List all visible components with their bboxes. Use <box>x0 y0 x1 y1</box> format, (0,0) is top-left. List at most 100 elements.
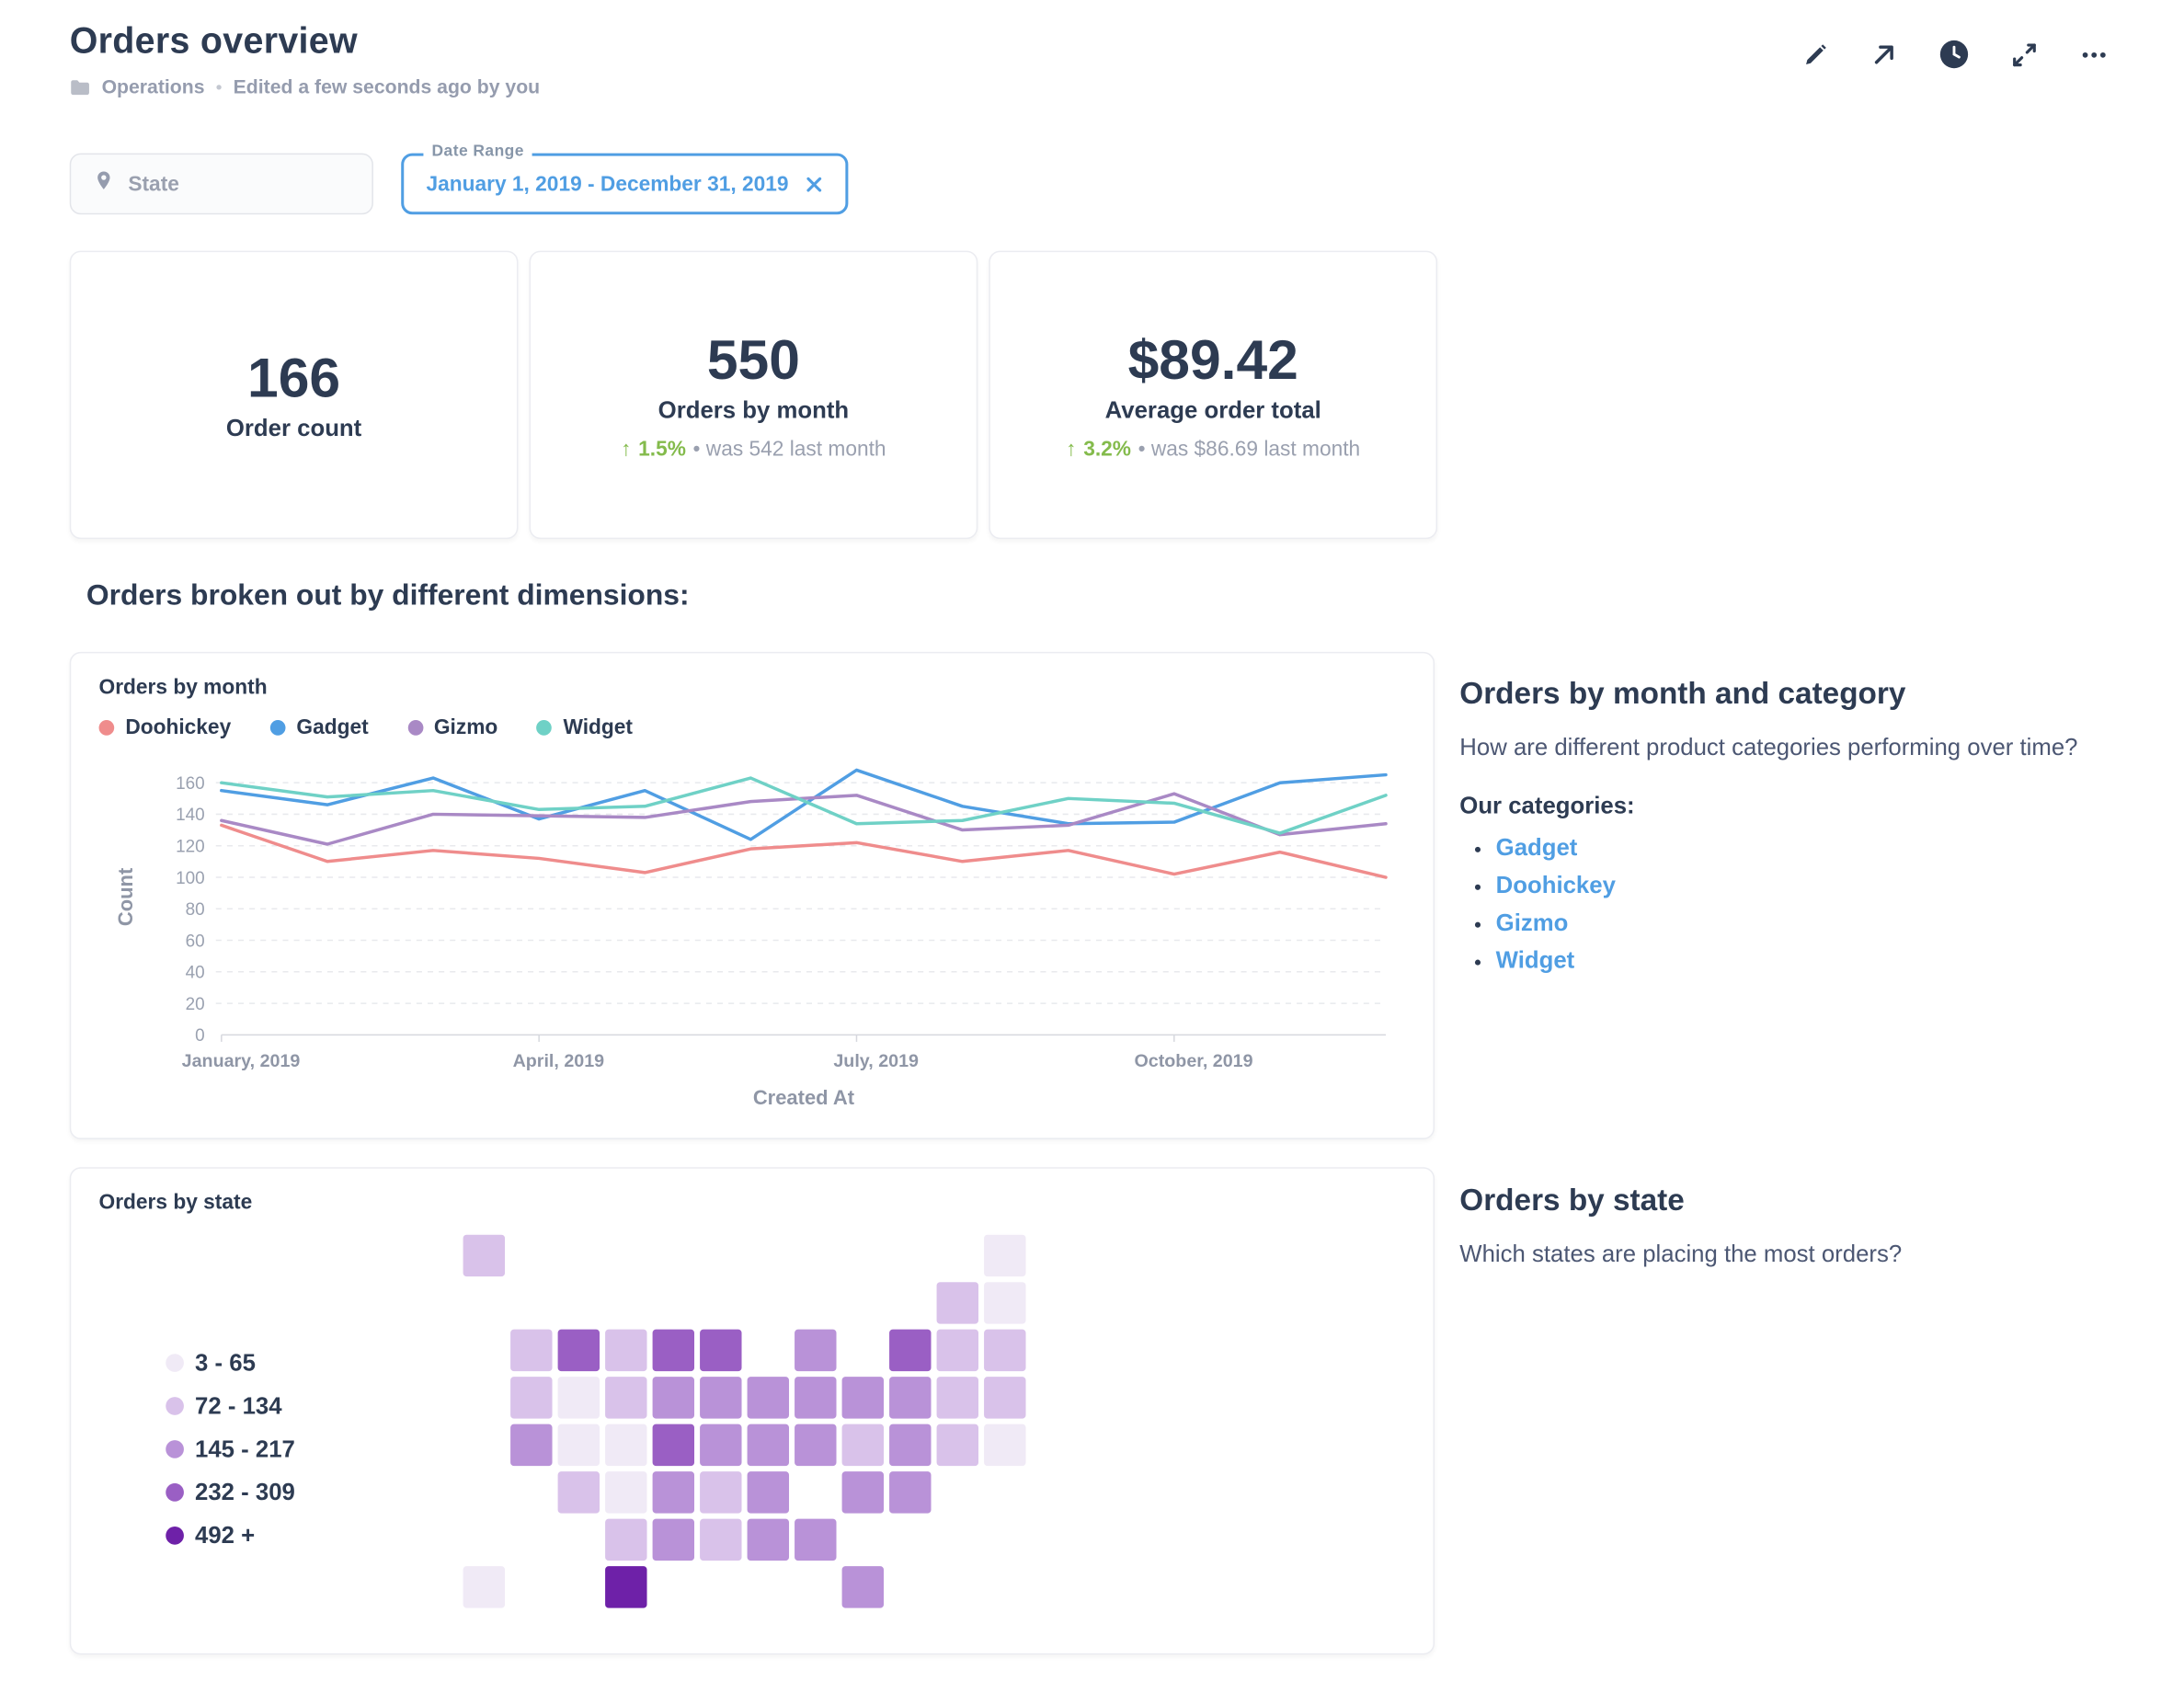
legend-dot <box>536 720 553 736</box>
text-card-orders-by-state: Orders by state Which states are placing… <box>1459 1181 2125 1271</box>
category-link-gadget[interactable]: Gadget <box>1495 834 1578 862</box>
state-NV[interactable] <box>555 1423 601 1468</box>
state-GA[interactable] <box>793 1517 838 1562</box>
collection-link[interactable]: Operations <box>101 74 205 98</box>
breadcrumb-separator: • <box>215 75 223 97</box>
state-AR[interactable] <box>698 1469 743 1515</box>
state-KY[interactable] <box>793 1423 838 1468</box>
state-NM[interactable] <box>603 1469 648 1515</box>
legend-item-widget[interactable]: Widget <box>536 715 634 740</box>
state-MN[interactable] <box>650 1328 696 1373</box>
state-TX[interactable] <box>603 1564 648 1610</box>
state-ND[interactable] <box>603 1328 648 1373</box>
state-OR[interactable] <box>509 1375 554 1421</box>
state-NC[interactable] <box>840 1469 886 1515</box>
state-NH[interactable] <box>982 1280 1027 1326</box>
kpi-change-percent: 3.2% <box>1083 436 1131 461</box>
state-UT[interactable] <box>603 1423 648 1468</box>
fullscreen-button[interactable] <box>2011 41 2038 68</box>
page-title: Orders overview <box>69 19 358 62</box>
state-NY[interactable] <box>887 1328 932 1373</box>
series-line-gadget[interactable] <box>220 768 1388 841</box>
breadcrumb: Operations • Edited a few seconds ago by… <box>70 75 540 97</box>
state-ME[interactable] <box>982 1233 1027 1278</box>
state-IN[interactable] <box>793 1375 838 1421</box>
kpi-value: 166 <box>247 347 341 409</box>
svg-text:20: 20 <box>186 995 205 1014</box>
legend-item-gizmo[interactable]: Gizmo <box>407 715 498 740</box>
legend-dot <box>166 1354 184 1372</box>
legend-label: Widget <box>563 715 634 740</box>
pencil-icon <box>1806 43 1826 64</box>
svg-text:January, 2019: January, 2019 <box>182 1051 301 1071</box>
note-body: Which states are placing the most orders… <box>1459 1240 1903 1267</box>
state-WY[interactable] <box>603 1375 648 1421</box>
category-link-doohickey[interactable]: Doohickey <box>1495 872 1616 898</box>
state-filter[interactable]: State <box>69 153 373 215</box>
state-WV[interactable] <box>840 1423 886 1468</box>
legend-item-doohickey[interactable]: Doohickey <box>98 716 231 739</box>
kpi-value: 550 <box>706 329 800 391</box>
date-range-filter[interactable]: Date Range January 1, 2019 - December 31… <box>401 143 849 215</box>
us-map-wrap <box>461 1233 1031 1620</box>
state-TN[interactable] <box>745 1469 791 1515</box>
state-MS[interactable] <box>698 1517 743 1562</box>
ellipsis-icon <box>2082 51 2106 57</box>
category-link-widget[interactable]: Widget <box>1495 946 1575 974</box>
state-IA[interactable] <box>698 1375 743 1421</box>
state-LA[interactable] <box>650 1517 696 1562</box>
state-SC[interactable] <box>887 1469 932 1515</box>
kpi-label: Orders by month <box>657 395 850 423</box>
state-DE[interactable] <box>982 1423 1027 1468</box>
legend-label: 145 - 217 <box>195 1435 295 1462</box>
state-MO[interactable] <box>745 1423 791 1468</box>
state-SD[interactable] <box>650 1375 696 1421</box>
kpi-card-average-order-total[interactable]: $89.42 Average order total ↑ 3.2% • was … <box>989 250 1438 540</box>
state-MI[interactable] <box>793 1328 838 1373</box>
series-line-doohickey[interactable] <box>220 823 1388 879</box>
state-CA[interactable] <box>509 1423 554 1468</box>
state-HI[interactable] <box>461 1564 507 1610</box>
state-KS[interactable] <box>650 1469 696 1515</box>
state-MD[interactable] <box>934 1423 980 1468</box>
kpi-card-orders-by-month[interactable]: 550 Orders by month ↑ 1.5% • was 542 las… <box>529 250 978 540</box>
state-WA[interactable] <box>509 1328 554 1373</box>
state-VA[interactable] <box>887 1423 932 1468</box>
state-AZ[interactable] <box>555 1469 601 1515</box>
state-ID[interactable] <box>555 1375 601 1421</box>
state-AK[interactable] <box>461 1233 507 1278</box>
chart-title: Orders by month <box>98 675 268 700</box>
state-NJ[interactable] <box>934 1375 980 1421</box>
state-CO[interactable] <box>650 1423 696 1468</box>
share-button[interactable] <box>1870 41 1897 68</box>
legend-dot <box>166 1440 184 1458</box>
legend-label: Gizmo <box>433 715 498 740</box>
state-WI[interactable] <box>698 1328 743 1373</box>
state-VT[interactable] <box>934 1280 980 1326</box>
legend-dot <box>166 1527 184 1545</box>
state-FL[interactable] <box>840 1564 886 1610</box>
legend-item-gadget[interactable]: Gadget <box>269 716 369 739</box>
series-line-widget[interactable] <box>220 776 1388 835</box>
category-link-gizmo[interactable]: Gizmo <box>1495 909 1569 936</box>
auto-refresh-button[interactable] <box>1938 39 1969 69</box>
clear-date-filter-button[interactable] <box>806 175 824 193</box>
legend-dot <box>98 720 115 736</box>
state-OH[interactable] <box>840 1375 886 1421</box>
kpi-card-order-count[interactable]: 166 Order count <box>69 250 519 540</box>
state-MT[interactable] <box>555 1328 601 1373</box>
edit-dashboard-button[interactable] <box>1802 41 1829 68</box>
state-OK[interactable] <box>603 1517 648 1562</box>
series-line-gizmo[interactable] <box>220 792 1388 846</box>
state-MA[interactable] <box>934 1328 980 1373</box>
state-IL[interactable] <box>745 1375 791 1421</box>
fullscreen-icon <box>2013 42 2036 66</box>
state-CT[interactable] <box>982 1375 1027 1421</box>
state-PA[interactable] <box>887 1375 932 1421</box>
state-NE[interactable] <box>698 1423 743 1468</box>
chart-legend: Doohickey Gadget Gizmo Widget <box>98 715 1406 740</box>
state-RI[interactable] <box>982 1328 1027 1373</box>
state-AL[interactable] <box>745 1517 791 1562</box>
more-options-button[interactable] <box>2079 41 2109 68</box>
